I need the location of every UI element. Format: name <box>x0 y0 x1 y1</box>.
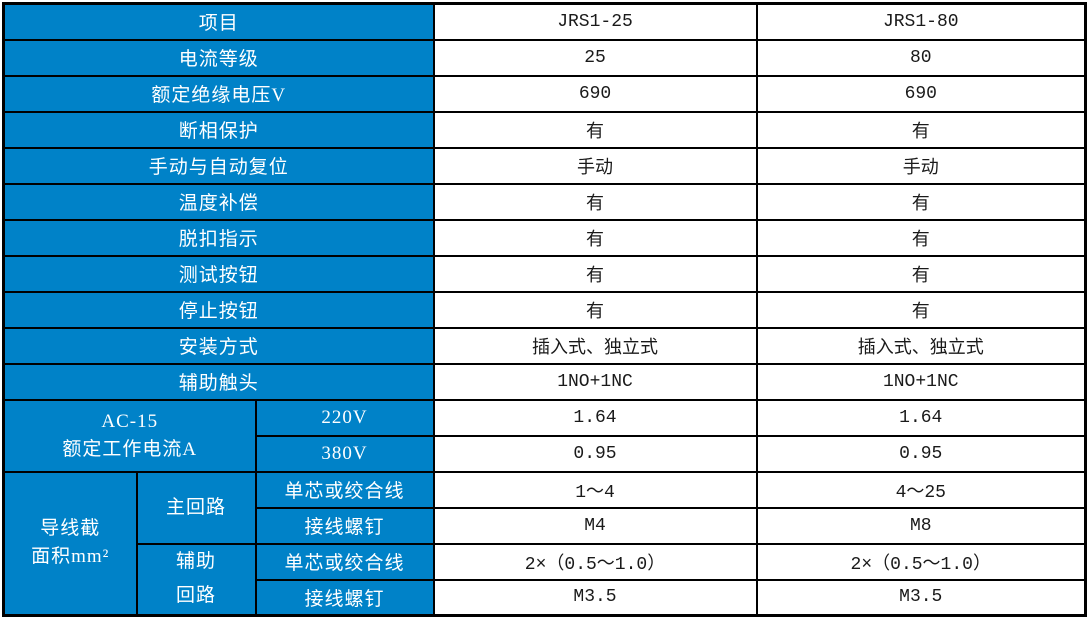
table-row-auxiliary-contacts: 辅助触头 1NO+1NC 1NO+1NC <box>2 362 1087 401</box>
value-cell: M3.5 <box>432 578 758 617</box>
value-cell: 1NO+1NC <box>432 362 758 401</box>
conductor-label-line2: 面积mm² <box>31 546 110 568</box>
table-row-test-button: 测试按钮 有 有 <box>2 254 1087 293</box>
aux-circuit-group-cell: 辅助 回路 <box>135 542 257 617</box>
value-cell: 1～4 <box>432 470 758 509</box>
value-cell: 有 <box>432 110 758 149</box>
value-cell: 80 <box>755 38 1087 77</box>
row-label-cell: 测试按钮 <box>2 254 435 293</box>
row-label-cell: 辅助触头 <box>2 362 435 401</box>
table-row-temperature-compensation: 温度补偿 有 有 <box>2 182 1087 221</box>
value-cell: 2×（0.5～1.0） <box>755 542 1087 581</box>
row-label-cell: 电流等级 <box>2 38 435 77</box>
ac15-label-line2: 额定工作电流A <box>62 438 198 460</box>
value-cell: 0.95 <box>432 434 758 473</box>
value-cell: 手动 <box>432 146 758 185</box>
row-label-cell: 脱扣指示 <box>2 218 435 257</box>
table-row-main-circuit-screw: 接线螺钉 M4 M8 <box>4 506 1087 545</box>
sub-label-cell: 单芯或绞合线 <box>254 470 435 509</box>
table-row-header: 项目 JRS1-25 JRS1-80 <box>2 2 1087 41</box>
table-row-aux-circuit-wire: 辅助 回路 单芯或绞合线 2×（0.5～1.0） 2×（0.5～1.0） <box>4 542 1087 617</box>
value-cell: 有 <box>755 290 1087 329</box>
table-row-aux-circuit-screw: 接线螺钉 M3.5 M3.5 <box>4 578 1087 617</box>
value-cell: 插入式、独立式 <box>432 326 758 365</box>
table-row-phase-failure-protection: 断相保护 有 有 <box>2 110 1087 149</box>
value-cell: 1.64 <box>755 398 1087 437</box>
header-item-cell: 项目 <box>2 2 435 41</box>
value-cell: 手动 <box>755 146 1087 185</box>
value-cell: 25 <box>432 38 758 77</box>
header-model-2-cell: JRS1-80 <box>755 2 1087 41</box>
value-cell: 有 <box>755 254 1087 293</box>
main-circuit-group-cell: 主回路 <box>135 470 257 545</box>
sub-label-cell: 单芯或绞合线 <box>254 542 435 581</box>
table-row-current-class: 电流等级 25 80 <box>2 38 1087 77</box>
aux-circuit-label-line2: 回路 <box>175 585 216 607</box>
table-row-manual-auto-reset: 手动与自动复位 手动 手动 <box>2 146 1087 185</box>
value-cell: 有 <box>432 254 758 293</box>
value-cell: 1NO+1NC <box>755 362 1087 401</box>
value-cell: M8 <box>755 506 1087 545</box>
value-cell: 有 <box>755 110 1087 149</box>
value-cell: 690 <box>755 74 1087 113</box>
row-label-cell: 安装方式 <box>2 326 435 365</box>
conductor-label-cell: 导线截 面积mm² <box>2 470 138 617</box>
value-cell: 插入式、独立式 <box>755 326 1087 365</box>
sub-label-cell: 接线螺钉 <box>254 506 435 545</box>
table-row-ac15-380v: 380V 0.95 0.95 <box>4 434 1087 473</box>
row-label-cell: 额定绝缘电压V <box>2 74 435 113</box>
sub-label-cell: 220V <box>254 398 435 437</box>
table-row-stop-button: 停止按钮 有 有 <box>2 290 1087 329</box>
conductor-label-line1: 导线截 <box>40 518 101 540</box>
row-label-cell: 手动与自动复位 <box>2 146 435 185</box>
value-cell: 有 <box>755 182 1087 221</box>
row-label-cell: 停止按钮 <box>2 290 435 329</box>
table-row-main-circuit-wire: 导线截 面积mm² 主回路 单芯或绞合线 1～4 4～25 <box>2 470 1087 617</box>
value-cell: 有 <box>432 182 758 221</box>
value-cell: 4～25 <box>755 470 1087 509</box>
aux-circuit-label-line1: 辅助 <box>175 551 216 573</box>
value-cell: 2×（0.5～1.0） <box>432 542 758 581</box>
sub-label-cell: 接线螺钉 <box>254 578 435 617</box>
value-cell: 0.95 <box>755 434 1087 473</box>
table-row-ac15-220v: AC-15 额定工作电流A 220V 1.64 1.64 <box>2 398 1087 473</box>
row-label-cell: 断相保护 <box>2 110 435 149</box>
ac15-label-cell: AC-15 额定工作电流A <box>2 398 257 473</box>
value-cell: 有 <box>432 290 758 329</box>
value-cell: 有 <box>432 218 758 257</box>
value-cell: M4 <box>432 506 758 545</box>
table-row-mounting-type: 安装方式 插入式、独立式 插入式、独立式 <box>2 326 1087 365</box>
value-cell: 有 <box>755 218 1087 257</box>
ac15-label-line1: AC-15 <box>101 410 159 432</box>
sub-label-cell: 380V <box>254 434 435 473</box>
value-cell: 690 <box>432 74 758 113</box>
main-circuit-label-line1: 主回路 <box>165 496 226 518</box>
value-cell: 1.64 <box>432 398 758 437</box>
value-cell: M3.5 <box>755 578 1087 617</box>
row-label-cell: 温度补偿 <box>2 182 435 221</box>
table-row-trip-indicator: 脱扣指示 有 有 <box>2 218 1087 257</box>
table-row-insulation-voltage: 额定绝缘电压V 690 690 <box>2 74 1087 113</box>
header-model-1-cell: JRS1-25 <box>432 2 758 41</box>
